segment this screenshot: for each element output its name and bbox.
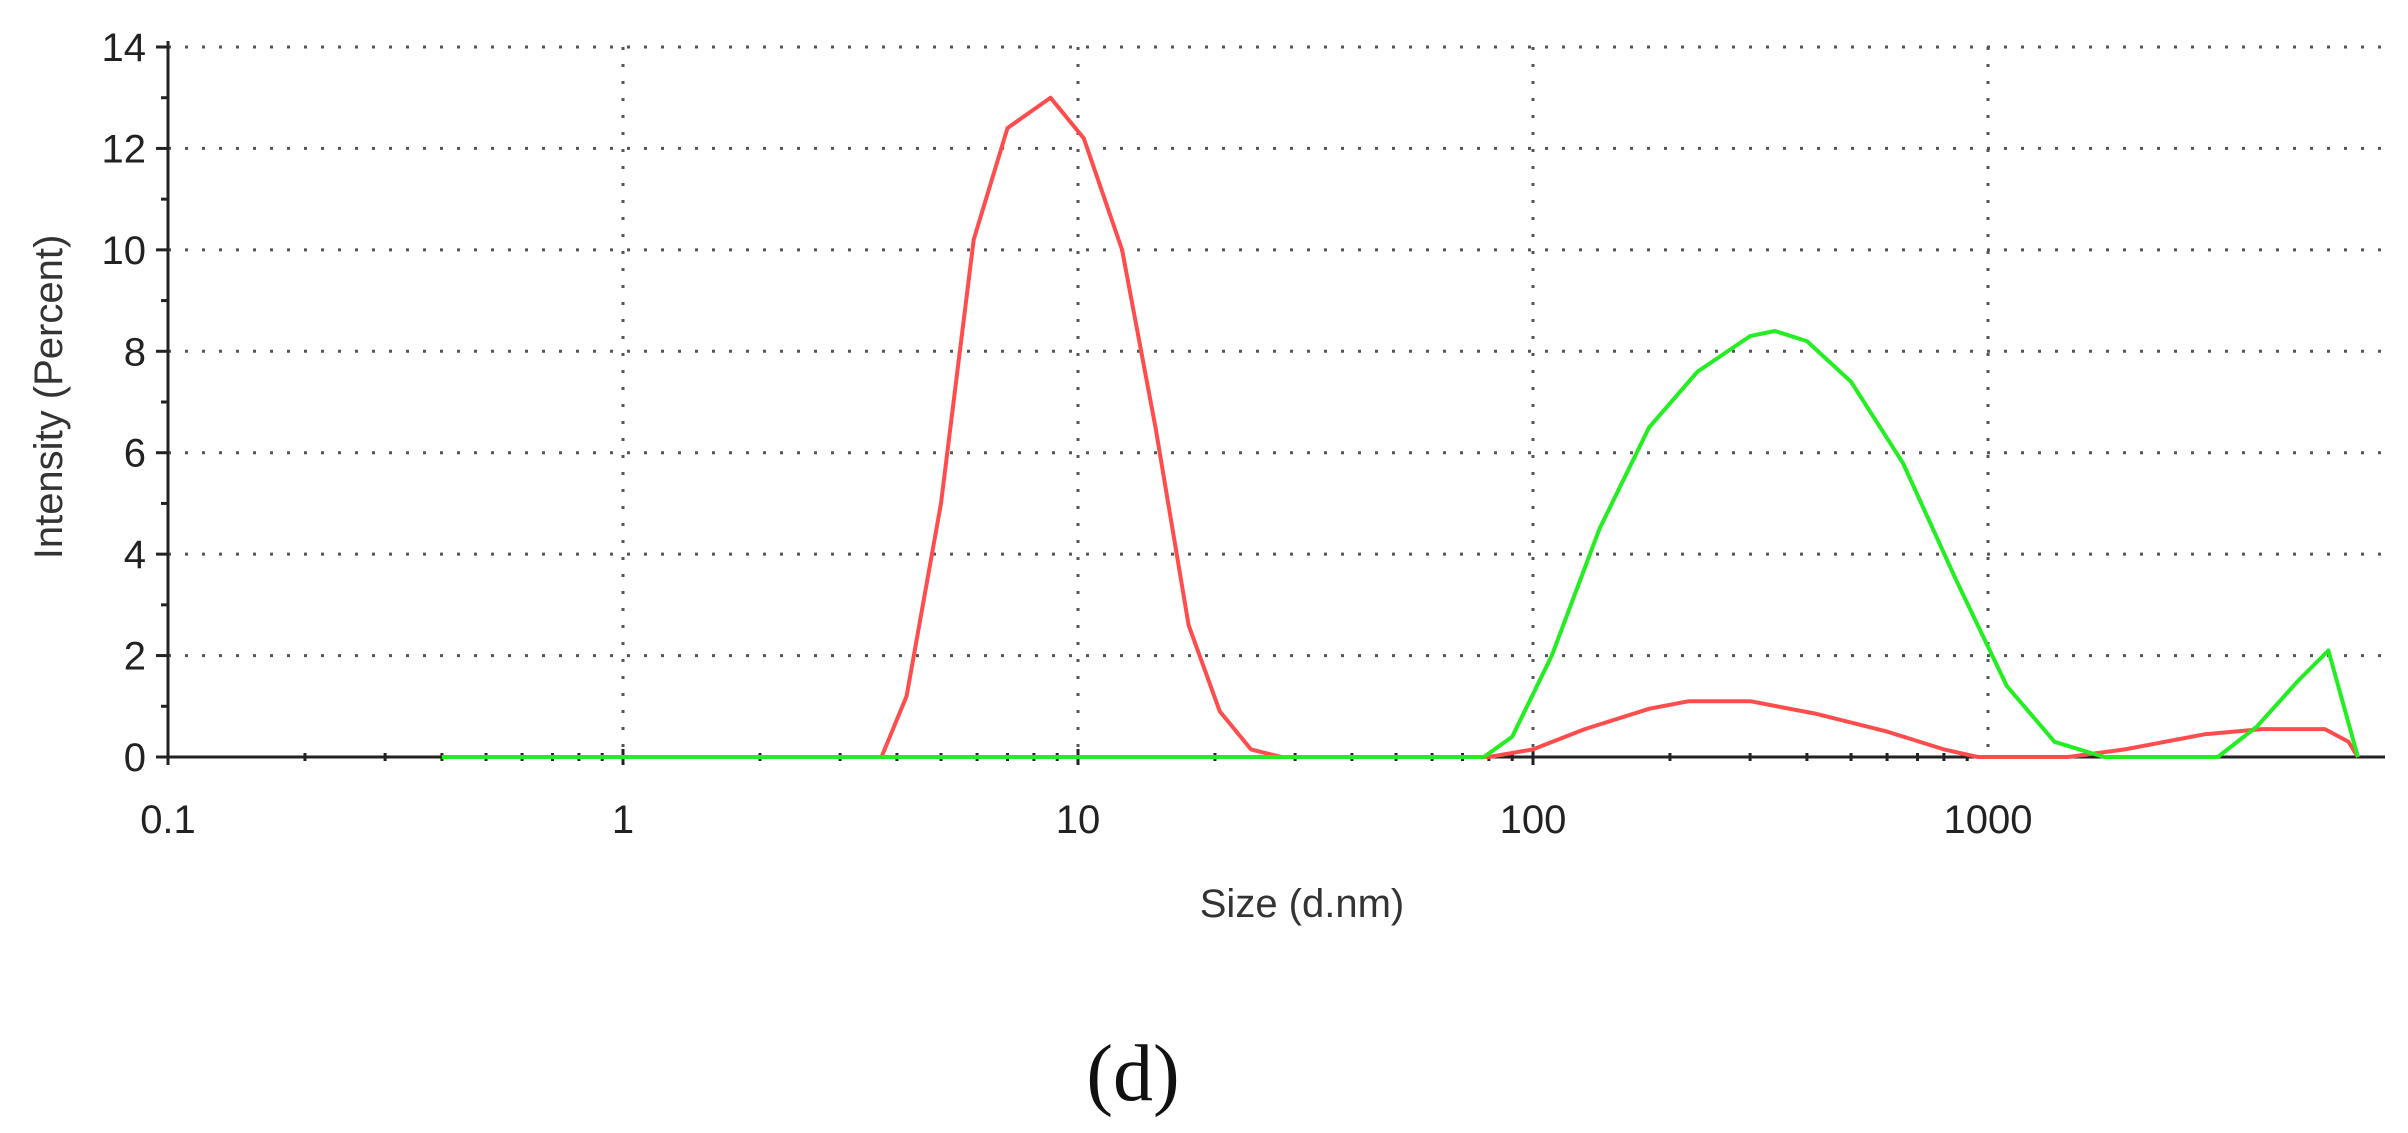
y-tick-label: 6: [124, 432, 146, 476]
x-tick-label: 0.1: [140, 798, 196, 842]
y-tick-label: 8: [124, 330, 146, 374]
y-tick-label: 10: [102, 229, 147, 273]
grid: [168, 45, 2385, 757]
x-axis-title: Size (d.nm): [1200, 882, 1405, 926]
tick-labels: 0 2 4 6 8 10 12 14 0.1 1 10 100 1000: [102, 26, 2033, 842]
series-line-red: [441, 95, 2360, 759]
y-tick-label: 4: [124, 533, 146, 577]
y-axis-title: Intensity (Percent): [27, 235, 71, 560]
data-series: [441, 95, 2360, 759]
figure-caption: (d): [1086, 1030, 1179, 1118]
x-tick-label: 1: [612, 798, 634, 842]
axes: [156, 41, 2385, 765]
x-tick-label: 100: [1500, 798, 1567, 842]
y-tick-label: 12: [102, 127, 147, 171]
y-tick-label: 0: [124, 736, 146, 780]
y-tick-label: 2: [124, 635, 146, 679]
x-tick-label: 10: [1056, 798, 1101, 842]
series-line-green: [441, 329, 2360, 759]
y-tick-label: 14: [102, 26, 147, 70]
x-tick-label: 1000: [1944, 798, 2033, 842]
